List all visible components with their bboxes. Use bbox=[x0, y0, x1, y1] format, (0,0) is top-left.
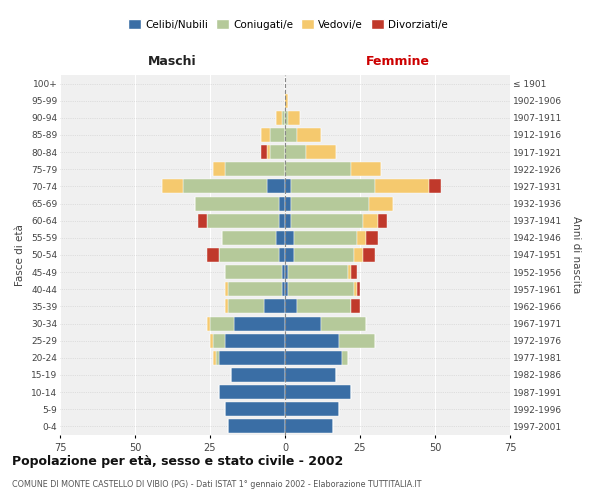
Bar bbox=[285, 180, 291, 194]
Bar bbox=[369, 196, 393, 210]
Bar bbox=[279, 196, 285, 210]
Bar bbox=[228, 282, 282, 296]
Legend: Celibi/Nubili, Coniugati/e, Vedovi/e, Divorziati/e: Celibi/Nubili, Coniugati/e, Vedovi/e, Di… bbox=[124, 15, 452, 34]
Bar bbox=[225, 300, 228, 314]
Bar bbox=[375, 180, 429, 194]
Bar bbox=[285, 162, 351, 176]
Bar bbox=[210, 316, 234, 330]
Bar bbox=[210, 334, 213, 347]
Bar bbox=[207, 248, 219, 262]
Bar bbox=[351, 265, 357, 279]
Bar bbox=[219, 351, 285, 365]
Bar bbox=[285, 351, 342, 365]
Bar bbox=[285, 316, 321, 330]
Bar bbox=[291, 180, 375, 194]
Text: Maschi: Maschi bbox=[148, 55, 197, 68]
Bar bbox=[225, 282, 228, 296]
Bar bbox=[282, 265, 285, 279]
Bar bbox=[366, 231, 378, 245]
Bar bbox=[228, 300, 264, 314]
Bar bbox=[357, 231, 366, 245]
Bar bbox=[207, 316, 210, 330]
Bar bbox=[351, 300, 360, 314]
Bar bbox=[285, 231, 294, 245]
Bar bbox=[264, 300, 285, 314]
Bar bbox=[234, 316, 285, 330]
Bar bbox=[225, 162, 285, 176]
Bar bbox=[213, 162, 225, 176]
Bar bbox=[267, 180, 285, 194]
Bar bbox=[342, 351, 348, 365]
Bar bbox=[261, 145, 267, 159]
Bar bbox=[267, 145, 270, 159]
Bar bbox=[285, 300, 297, 314]
Bar bbox=[351, 162, 381, 176]
Bar bbox=[288, 111, 300, 125]
Bar bbox=[276, 111, 282, 125]
Bar bbox=[285, 94, 288, 108]
Bar bbox=[285, 214, 291, 228]
Bar bbox=[222, 231, 276, 245]
Bar bbox=[285, 334, 339, 347]
Bar bbox=[285, 402, 339, 416]
Bar bbox=[363, 214, 378, 228]
Bar bbox=[291, 214, 363, 228]
Bar bbox=[285, 282, 288, 296]
Bar bbox=[294, 248, 354, 262]
Bar bbox=[288, 282, 354, 296]
Y-axis label: Anni di nascita: Anni di nascita bbox=[571, 216, 581, 294]
Bar bbox=[219, 248, 279, 262]
Bar bbox=[216, 351, 219, 365]
Bar bbox=[279, 248, 285, 262]
Bar bbox=[306, 145, 336, 159]
Bar bbox=[231, 368, 285, 382]
Bar bbox=[285, 145, 306, 159]
Bar bbox=[225, 402, 285, 416]
Text: Popolazione per età, sesso e stato civile - 2002: Popolazione per età, sesso e stato civil… bbox=[12, 455, 343, 468]
Bar bbox=[354, 282, 357, 296]
Bar bbox=[285, 368, 336, 382]
Bar bbox=[270, 145, 285, 159]
Bar bbox=[270, 128, 285, 142]
Bar bbox=[213, 334, 225, 347]
Bar bbox=[297, 128, 321, 142]
Bar bbox=[225, 334, 285, 347]
Bar bbox=[261, 128, 270, 142]
Bar bbox=[285, 111, 288, 125]
Bar bbox=[297, 300, 351, 314]
Bar bbox=[321, 316, 366, 330]
Bar bbox=[219, 385, 285, 399]
Bar bbox=[357, 282, 360, 296]
Bar bbox=[291, 196, 369, 210]
Bar bbox=[429, 180, 441, 194]
Bar bbox=[285, 265, 288, 279]
Bar bbox=[285, 196, 291, 210]
Bar bbox=[279, 214, 285, 228]
Bar bbox=[195, 196, 279, 210]
Bar bbox=[198, 214, 207, 228]
Bar bbox=[282, 282, 285, 296]
Bar bbox=[339, 334, 375, 347]
Bar bbox=[348, 265, 351, 279]
Text: COMUNE DI MONTE CASTELLO DI VIBIO (PG) - Dati ISTAT 1° gennaio 2002 - Elaborazio: COMUNE DI MONTE CASTELLO DI VIBIO (PG) -… bbox=[12, 480, 421, 489]
Bar bbox=[228, 420, 285, 434]
Bar bbox=[378, 214, 387, 228]
Bar bbox=[285, 420, 333, 434]
Bar bbox=[183, 180, 267, 194]
Bar bbox=[285, 385, 351, 399]
Bar bbox=[288, 265, 348, 279]
Y-axis label: Fasce di età: Fasce di età bbox=[16, 224, 25, 286]
Bar bbox=[354, 248, 363, 262]
Bar bbox=[207, 214, 279, 228]
Text: Femmine: Femmine bbox=[365, 55, 430, 68]
Bar bbox=[213, 351, 216, 365]
Bar bbox=[294, 231, 357, 245]
Bar bbox=[285, 248, 294, 262]
Bar bbox=[276, 231, 285, 245]
Bar bbox=[282, 111, 285, 125]
Bar bbox=[363, 248, 375, 262]
Bar bbox=[225, 265, 282, 279]
Bar bbox=[162, 180, 183, 194]
Bar bbox=[285, 128, 297, 142]
